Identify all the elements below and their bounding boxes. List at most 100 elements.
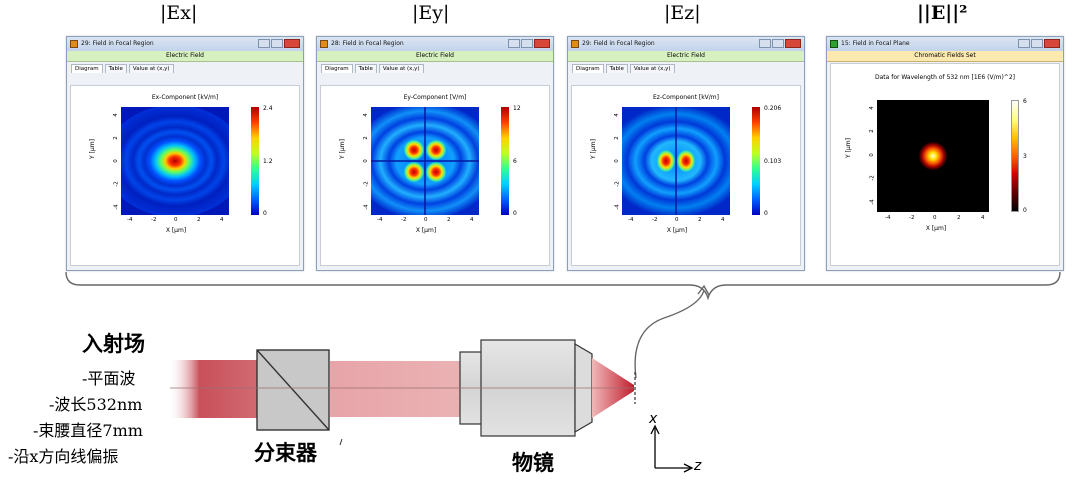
plot-title: Ex-Component [kV/m]: [151, 94, 219, 101]
colorbar-max: 2.4: [263, 105, 273, 112]
window-title: 29: Field in Focal Region: [582, 40, 655, 47]
x-tick: -2: [652, 217, 658, 223]
title-bar[interactable]: 29: Field in Focal Region: [67, 37, 303, 51]
field-map-ex: [121, 107, 229, 215]
x-tick: 4: [981, 215, 985, 221]
close-button[interactable]: [1044, 39, 1060, 48]
tab-table[interactable]: Table: [104, 64, 127, 73]
colorbar: [752, 107, 760, 215]
incident-prop: -束腰直径7mm: [33, 421, 143, 440]
close-button[interactable]: [785, 39, 801, 48]
window-title: 29: Field in Focal Region: [81, 40, 154, 47]
x-tick: -2: [151, 217, 157, 223]
y-tick: 2: [362, 136, 369, 140]
close-button[interactable]: [534, 39, 550, 48]
x-tick: -4: [885, 215, 891, 221]
formula-ex: |Ex|: [160, 2, 198, 24]
minimize-button[interactable]: [759, 39, 771, 48]
x-tick: 2: [957, 215, 961, 221]
y-tick: 4: [868, 106, 875, 110]
tab-value[interactable]: Value at (x,y): [128, 64, 174, 73]
axis-x-label: x: [649, 411, 658, 427]
tab-diagram[interactable]: Diagram: [321, 64, 353, 73]
formula-ey: |Ey|: [412, 2, 450, 24]
x-tick: 0: [933, 215, 937, 221]
plot-area[interactable]: Ez-Component [kV/m]: [571, 85, 801, 266]
y-axis-label: Y [µm]: [89, 139, 96, 159]
y-tick: 0: [112, 159, 119, 163]
y-tick: 4: [613, 113, 620, 117]
tab-value[interactable]: Value at (x,y): [629, 64, 675, 73]
incident-prop: -平面波: [82, 369, 136, 388]
objective-rear: [459, 351, 483, 425]
tab-diagram[interactable]: Diagram: [572, 64, 604, 73]
beam-splitter-cube: [256, 349, 330, 431]
window-ey[interactable]: 28: Field in Focal Region Electric Field…: [316, 36, 554, 271]
window-ez[interactable]: 29: Field in Focal Region Electric Field…: [567, 36, 805, 271]
window-intensity[interactable]: 15: Field in Focal Plane Chromatic Field…: [826, 36, 1064, 271]
y-tick: -4: [869, 199, 876, 205]
field-map-intensity: [877, 100, 989, 212]
y-axis-label: Y [µm]: [339, 139, 346, 159]
close-button[interactable]: [284, 39, 300, 48]
app-icon: [830, 40, 838, 48]
y-axis-label: Y [µm]: [590, 139, 597, 159]
window-title: 15: Field in Focal Plane: [841, 40, 910, 47]
plot-title: Data for Wavelength of 532 nm [1E6 (V/m)…: [874, 74, 1015, 81]
x-tick: 0: [675, 217, 679, 223]
colorbar-min: 0: [513, 210, 517, 217]
app-icon: [571, 40, 579, 48]
incident-beam: [168, 360, 258, 418]
plot-area[interactable]: Ex-Component [kV/m] 2.4 1.2 0 -4 -2 0 2: [70, 85, 300, 266]
panel-header: Chromatic Fields Set: [827, 51, 1063, 62]
minimize-button[interactable]: [1018, 39, 1030, 48]
plot-area[interactable]: Data for Wavelength of 532 nm [1E6 (V/m)…: [830, 63, 1060, 266]
window-ex[interactable]: 29: Field in Focal Region Electric Field…: [66, 36, 304, 271]
incident-prop: -沿x方向线偏振: [8, 447, 119, 466]
colorbar-min: 0: [263, 210, 267, 217]
objective-label: 物镜: [512, 451, 554, 475]
x-tick: 2: [698, 217, 702, 223]
title-bar[interactable]: 28: Field in Focal Region: [317, 37, 553, 51]
maximize-button[interactable]: [772, 39, 784, 48]
tab-table[interactable]: Table: [354, 64, 377, 73]
colorbar-min: 0: [1023, 207, 1027, 214]
x-tick: 2: [447, 217, 451, 223]
x-axis-label: X [µm]: [415, 227, 437, 234]
minimize-button[interactable]: [258, 39, 270, 48]
objective-nose: [574, 342, 593, 434]
tab-table[interactable]: Table: [605, 64, 628, 73]
panel-header: Electric Field: [317, 51, 553, 62]
window-title: 28: Field in Focal Region: [331, 40, 404, 47]
minimize-button[interactable]: [508, 39, 520, 48]
y-tick: -2: [614, 181, 621, 187]
maximize-button[interactable]: [521, 39, 533, 48]
y-tick: 0: [868, 153, 875, 157]
title-bar[interactable]: 15: Field in Focal Plane: [827, 37, 1063, 51]
colorbar: [251, 107, 259, 215]
y-tick: 4: [362, 113, 369, 117]
x-tick: 2: [197, 217, 201, 223]
x-tick: -4: [127, 217, 133, 223]
x-tick: 4: [220, 217, 224, 223]
y-tick: -4: [113, 204, 120, 210]
axis-z-label: z: [694, 458, 702, 474]
tab-value[interactable]: Value at (x,y): [378, 64, 424, 73]
tab-strip: Diagram Table Value at (x,y): [317, 62, 553, 73]
maximize-button[interactable]: [271, 39, 283, 48]
field-map-ez: [622, 107, 730, 215]
objective-body: [480, 339, 576, 437]
y-tick: 2: [613, 136, 620, 140]
plot-area[interactable]: Ey-Component [V/m]: [320, 85, 550, 266]
colorbar: [501, 107, 509, 215]
formula-ez: |Ez|: [664, 2, 701, 24]
y-tick: 0: [362, 159, 369, 163]
x-axis-label: X [µm]: [666, 227, 688, 234]
maximize-button[interactable]: [1031, 39, 1043, 48]
x-tick: 4: [721, 217, 725, 223]
panel-header: Electric Field: [568, 51, 804, 62]
incident-prop: -波长532nm: [49, 395, 143, 414]
y-tick: 2: [112, 136, 119, 140]
tab-diagram[interactable]: Diagram: [71, 64, 103, 73]
title-bar[interactable]: 29: Field in Focal Region: [568, 37, 804, 51]
